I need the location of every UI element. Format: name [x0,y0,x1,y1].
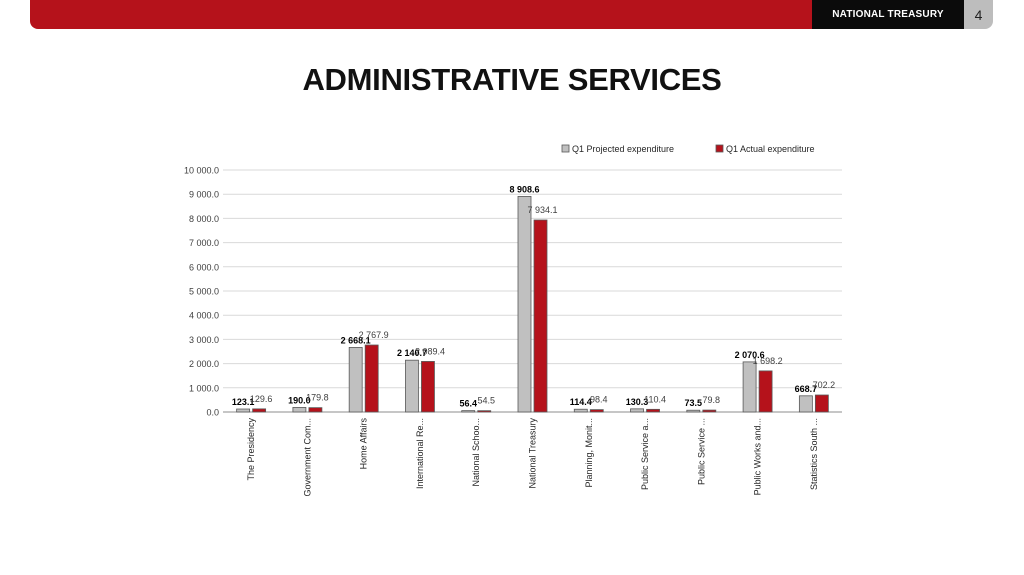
y-tick-label: 8 000.0 [189,214,219,224]
bar-projected [742,361,757,413]
category-label: Home Affairs [359,418,369,470]
bar-actual [308,407,323,413]
category-label: Public Works and... [753,418,763,495]
category-label: Statistics South ... [809,418,819,490]
data-label-actual: 1 698.2 [753,356,783,366]
category-label: International Re... [415,418,425,489]
y-tick-label: 4 000.0 [189,311,219,321]
legend-swatch-actual [715,144,724,153]
data-label-actual: 54.5 [477,396,495,406]
y-tick-label: 3 000.0 [189,335,219,345]
data-label-actual: 110.4 [644,394,666,404]
data-label-projected: 2 668.1 [341,335,371,345]
brand-label: NATIONAL TREASURY [812,0,964,29]
legend-label-actual: Q1 Actual expenditure [726,144,815,154]
data-label-projected: 190.0 [288,395,311,405]
bar-actual [477,410,492,413]
data-label-projected: 2 140.7 [397,348,427,358]
y-tick-label: 7 000.0 [189,238,219,248]
bar-projected [236,408,251,413]
category-label: National Treasury [528,418,538,489]
data-label-actual: 179.8 [306,393,329,403]
bar-actual [758,370,773,413]
bar-actual [421,361,435,413]
bar-projected [573,408,588,413]
data-label-actual: 702.2 [813,380,836,390]
data-label-projected: 2 070.6 [735,350,765,360]
data-label-actual: 7 934.1 [527,205,557,215]
data-label-actual: 98.4 [590,395,608,405]
bar-actual [702,409,717,413]
y-tick-label: 1 000.0 [189,383,219,393]
legend-swatch-projected [561,144,570,153]
bar-actual [533,219,548,413]
data-label-projected: 123.1 [232,397,255,407]
bar-projected [686,409,701,413]
data-label-projected: 114.4 [570,397,592,407]
data-label-projected: 668.7 [795,384,818,394]
bar-projected [517,196,532,413]
bar-projected [348,347,363,413]
page-number: 4 [964,0,993,29]
bar-projected [461,410,476,413]
category-label: Public Service a... [640,418,650,490]
y-tick-label: 6 000.0 [189,262,219,272]
data-label-projected: 8 908.6 [509,184,539,194]
header-bar [30,0,964,29]
data-label-actual: 2 089.4 [415,346,445,356]
y-tick-label: 10 000.0 [184,166,219,176]
y-tick-label: 5 000.0 [189,287,219,297]
bar-projected [798,395,813,413]
bar-projected [405,359,419,413]
data-label-actual: 2 767.9 [359,330,389,340]
bar-projected [630,408,644,413]
y-tick-label: 2 000.0 [189,359,219,369]
data-label-projected: 130.3 [626,397,649,407]
data-label-projected: 56.4 [459,399,477,409]
legend-label-projected: Q1 Projected expenditure [572,144,674,154]
category-label: Planning, Monit... [584,418,594,488]
category-label: Government Com... [302,418,312,497]
y-tick-label: 9 000.0 [189,190,219,200]
y-tick-label: 0.0 [206,408,219,418]
page-title: ADMINISTRATIVE SERVICES [302,62,722,97]
bar-actual [814,394,829,413]
data-label-projected: 73.5 [685,398,703,408]
bar-projected [292,407,307,413]
category-label: National Schoo... [471,418,481,487]
data-label-actual: 129.6 [250,394,273,404]
bar-actual [646,408,660,413]
category-label: Public Service ... [696,418,706,485]
bar-actual [589,409,604,413]
bar-actual [364,344,379,413]
bar-actual [252,408,267,413]
data-label-actual: 79.8 [703,395,721,405]
category-label: The Presidency [246,418,256,481]
